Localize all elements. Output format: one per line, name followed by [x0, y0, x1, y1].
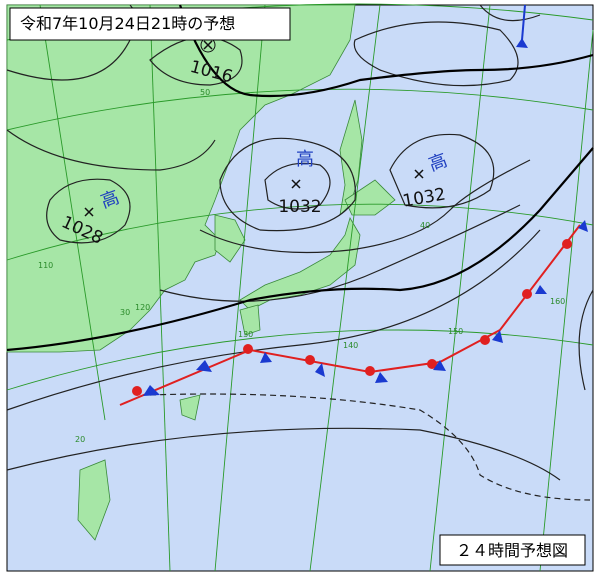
isobars [6, 4, 594, 501]
warm-symbol [365, 366, 375, 376]
center-cross [84, 40, 424, 217]
lon-line [149, 4, 171, 572]
warm-symbol [522, 289, 532, 299]
isobar [6, 229, 541, 411]
lat-line [6, 329, 594, 391]
isobar [264, 162, 331, 210]
warm-symbol [132, 386, 142, 396]
isobar-bold [6, 147, 594, 352]
isobar-dashed [149, 393, 591, 501]
longitude-label: 130 [238, 330, 253, 339]
latitude-label: 20 [75, 435, 85, 444]
hokkaido [344, 179, 396, 216]
isobar [353, 21, 519, 87]
philippines [77, 459, 111, 541]
isobar [46, 178, 131, 244]
pressure-value: 1032 [278, 197, 321, 217]
lat-line [6, 88, 594, 131]
footer-box [439, 534, 586, 566]
longitude-label: 160 [550, 297, 565, 306]
longitude-label: 150 [448, 327, 463, 336]
isobar [479, 4, 541, 22]
longitude-label: 110 [38, 261, 53, 270]
latitude-label: 50 [200, 88, 210, 97]
warm-symbol [243, 344, 253, 354]
warm-symbol [562, 239, 572, 249]
kyushu [239, 304, 261, 336]
longitude-label: 120 [135, 303, 150, 312]
sakhalin [339, 99, 363, 217]
isobar [6, 129, 216, 171]
cold-symbol [516, 38, 528, 48]
high-label: 高 [296, 149, 314, 170]
isobar [219, 137, 356, 232]
taiwan [179, 394, 201, 421]
warm-symbol [427, 359, 437, 369]
lon-line [214, 4, 266, 572]
stationary-front [119, 4, 588, 406]
latitude-label: 40 [420, 221, 430, 230]
map-label: ２４時間予想図 [456, 541, 568, 560]
front-line [521, 4, 526, 41]
korea [214, 214, 246, 263]
map-title: 令和7年10月24日21時の予想 [20, 14, 235, 33]
lon-line [39, 4, 106, 421]
isobar [159, 204, 521, 302]
front-line [119, 224, 581, 406]
title-box [9, 7, 291, 41]
lon-line [539, 29, 594, 572]
latitude-label: 30 [120, 308, 130, 317]
warm-symbol [305, 355, 315, 365]
isobar [389, 133, 495, 209]
isobar [6, 427, 561, 481]
lat-line [6, 203, 594, 261]
longitude-label: 140 [343, 341, 358, 350]
isobar [199, 159, 531, 254]
lon-line [429, 4, 491, 572]
isobar [578, 289, 594, 391]
warm-symbol [480, 335, 490, 345]
isobar-bold [178, 4, 594, 98]
